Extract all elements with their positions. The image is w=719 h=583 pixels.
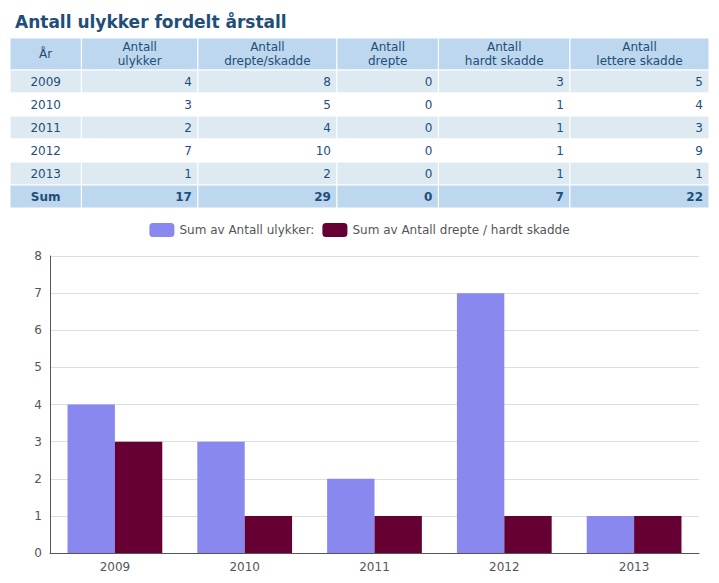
- svg-text:0: 0: [425, 144, 433, 158]
- svg-text:2: 2: [323, 167, 331, 181]
- svg-text:Sum av Antall drepte / hardt s: Sum av Antall drepte / hardt skadde: [352, 223, 569, 237]
- svg-text:5: 5: [34, 360, 42, 374]
- svg-text:Antall: Antall: [122, 40, 157, 54]
- svg-text:År: År: [39, 46, 52, 61]
- svg-text:Antall: Antall: [250, 40, 285, 54]
- svg-text:3: 3: [556, 75, 564, 89]
- svg-text:1: 1: [556, 121, 564, 135]
- svg-text:0: 0: [425, 121, 433, 135]
- svg-text:5: 5: [695, 75, 703, 89]
- svg-text:8: 8: [323, 75, 331, 89]
- svg-text:29: 29: [314, 190, 331, 204]
- svg-text:Antall: Antall: [487, 40, 522, 54]
- svg-text:1: 1: [556, 144, 564, 158]
- svg-text:2009: 2009: [100, 560, 131, 574]
- svg-text:2010: 2010: [229, 560, 260, 574]
- svg-text:0: 0: [425, 167, 433, 181]
- svg-text:1: 1: [34, 509, 42, 523]
- svg-text:8: 8: [34, 249, 42, 263]
- svg-text:6: 6: [34, 323, 42, 337]
- svg-text:0: 0: [425, 98, 433, 112]
- svg-text:5: 5: [323, 98, 331, 112]
- svg-text:1: 1: [556, 167, 564, 181]
- svg-text:4: 4: [323, 121, 331, 135]
- svg-text:Antall: Antall: [370, 40, 405, 54]
- svg-text:4: 4: [34, 398, 42, 412]
- svg-text:0: 0: [424, 190, 432, 204]
- svg-text:Antall ulykker fordelt årstall: Antall ulykker fordelt årstall: [15, 11, 287, 32]
- svg-text:2012: 2012: [489, 560, 520, 574]
- svg-text:ulykker: ulykker: [118, 54, 162, 68]
- svg-text:7: 7: [184, 144, 192, 158]
- svg-text:4: 4: [695, 98, 703, 112]
- svg-text:7: 7: [556, 190, 564, 204]
- svg-text:7: 7: [34, 286, 42, 300]
- svg-text:2013: 2013: [619, 560, 650, 574]
- svg-text:drepte: drepte: [368, 54, 407, 68]
- svg-text:3: 3: [184, 98, 192, 112]
- svg-text:2012: 2012: [30, 144, 61, 158]
- svg-text:2013: 2013: [30, 167, 61, 181]
- svg-text:Sum av Antall ulykker:: Sum av Antall ulykker:: [179, 223, 314, 237]
- svg-text:2: 2: [184, 121, 192, 135]
- svg-text:22: 22: [686, 190, 703, 204]
- svg-text:9: 9: [695, 144, 703, 158]
- svg-text:1: 1: [184, 167, 192, 181]
- svg-text:3: 3: [34, 435, 42, 449]
- svg-text:3: 3: [695, 121, 703, 135]
- svg-text:0: 0: [425, 75, 433, 89]
- svg-text:17: 17: [175, 190, 192, 204]
- svg-text:10: 10: [316, 144, 331, 158]
- svg-text:4: 4: [184, 75, 192, 89]
- svg-text:drepte/skadde: drepte/skadde: [224, 54, 310, 68]
- svg-text:2: 2: [34, 472, 42, 486]
- svg-text:1: 1: [556, 98, 564, 112]
- svg-text:2010: 2010: [30, 98, 61, 112]
- svg-text:2009: 2009: [30, 75, 61, 89]
- svg-text:2011: 2011: [359, 560, 390, 574]
- svg-text:0: 0: [34, 546, 42, 560]
- svg-text:Sum: Sum: [31, 190, 61, 204]
- svg-text:lettere skadde: lettere skadde: [596, 54, 682, 68]
- svg-text:1: 1: [695, 167, 703, 181]
- svg-text:hardt skadde: hardt skadde: [465, 54, 544, 68]
- svg-text:2011: 2011: [30, 121, 61, 135]
- svg-text:Antall: Antall: [622, 40, 657, 54]
